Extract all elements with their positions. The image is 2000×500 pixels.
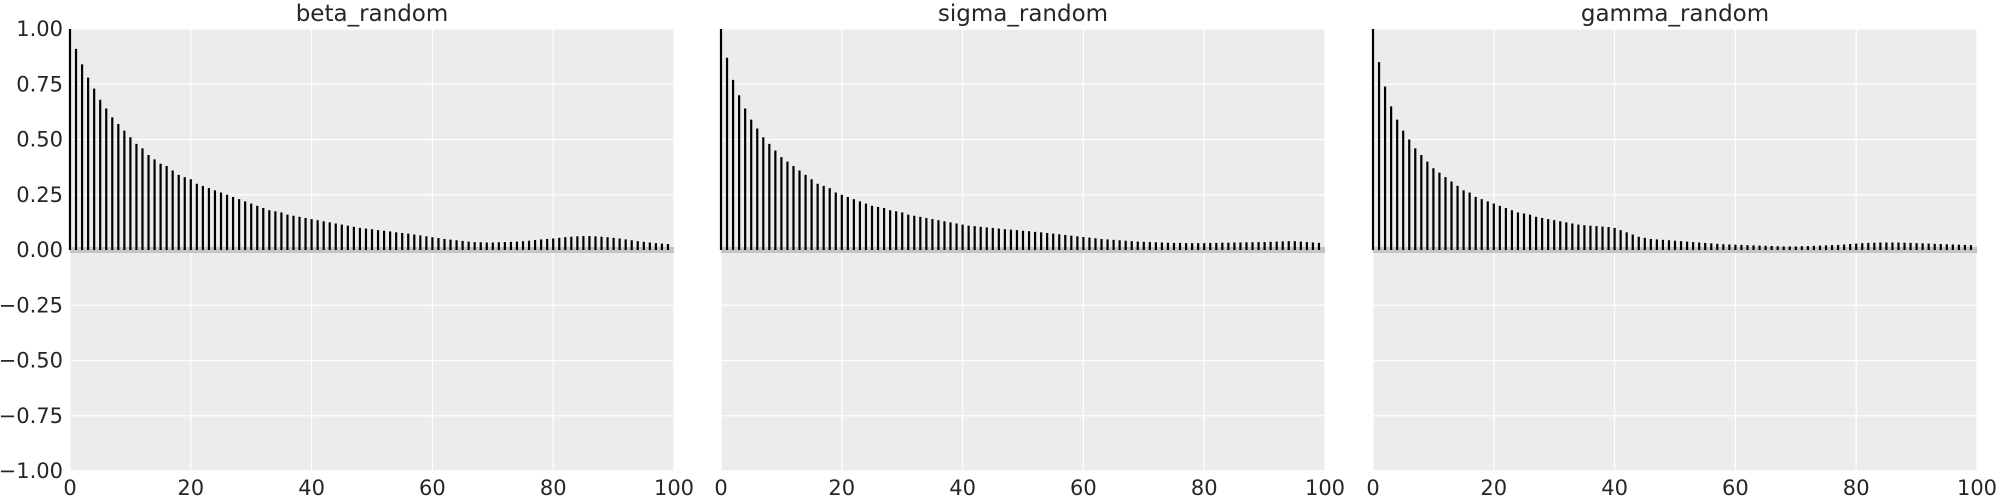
x-tick-label: 0 [63,476,76,500]
acf-panel-beta_random: beta_random 0 20 40 60 80 100 1.00 0.75 0.50 0.25 0… [0,1,694,500]
panel-title: beta_random [296,1,449,27]
y-tick-label: −0.75 [0,404,63,428]
x-tick-label: 80 [540,476,567,500]
y-tick-label: 0.75 [16,72,63,96]
x-tick-label: 40 [298,476,325,500]
y-tick-label: −1.00 [0,459,63,483]
x-tick-label: 80 [1191,476,1218,500]
x-tick-label: 0 [1366,476,1379,500]
y-tick-label: −0.50 [0,349,63,373]
x-tick-label: 40 [1601,476,1628,500]
acf-panel-sigma_random: sigma_random 0 20 40 60 80 100 [714,1,1345,500]
x-tick-label: 60 [1722,476,1749,500]
x-tick-label: 60 [1070,476,1097,500]
y-tick-label: 0.25 [16,183,63,207]
y-tick-label: 0.00 [16,238,63,262]
x-tick-label: 20 [828,476,855,500]
x-tick-label: 20 [1480,476,1507,500]
x-tick-label: 20 [177,476,204,500]
x-tick-label: 100 [1957,476,1997,500]
x-tick-label: 40 [949,476,976,500]
acf-panel-gamma_random: gamma_random 0 20 40 60 80 100 [1366,1,1997,500]
y-tick-label: 0.50 [16,128,63,152]
x-tick-label: 100 [1305,476,1345,500]
y-tick-label: 1.00 [16,17,63,41]
x-tick-label: 80 [1843,476,1870,500]
x-tick-label: 60 [419,476,446,500]
panel-title: gamma_random [1581,1,1769,27]
x-tick-label: 0 [714,476,727,500]
y-tick-label: −0.25 [0,293,63,317]
panel-title: sigma_random [938,1,1108,27]
x-tick-label: 100 [654,476,694,500]
